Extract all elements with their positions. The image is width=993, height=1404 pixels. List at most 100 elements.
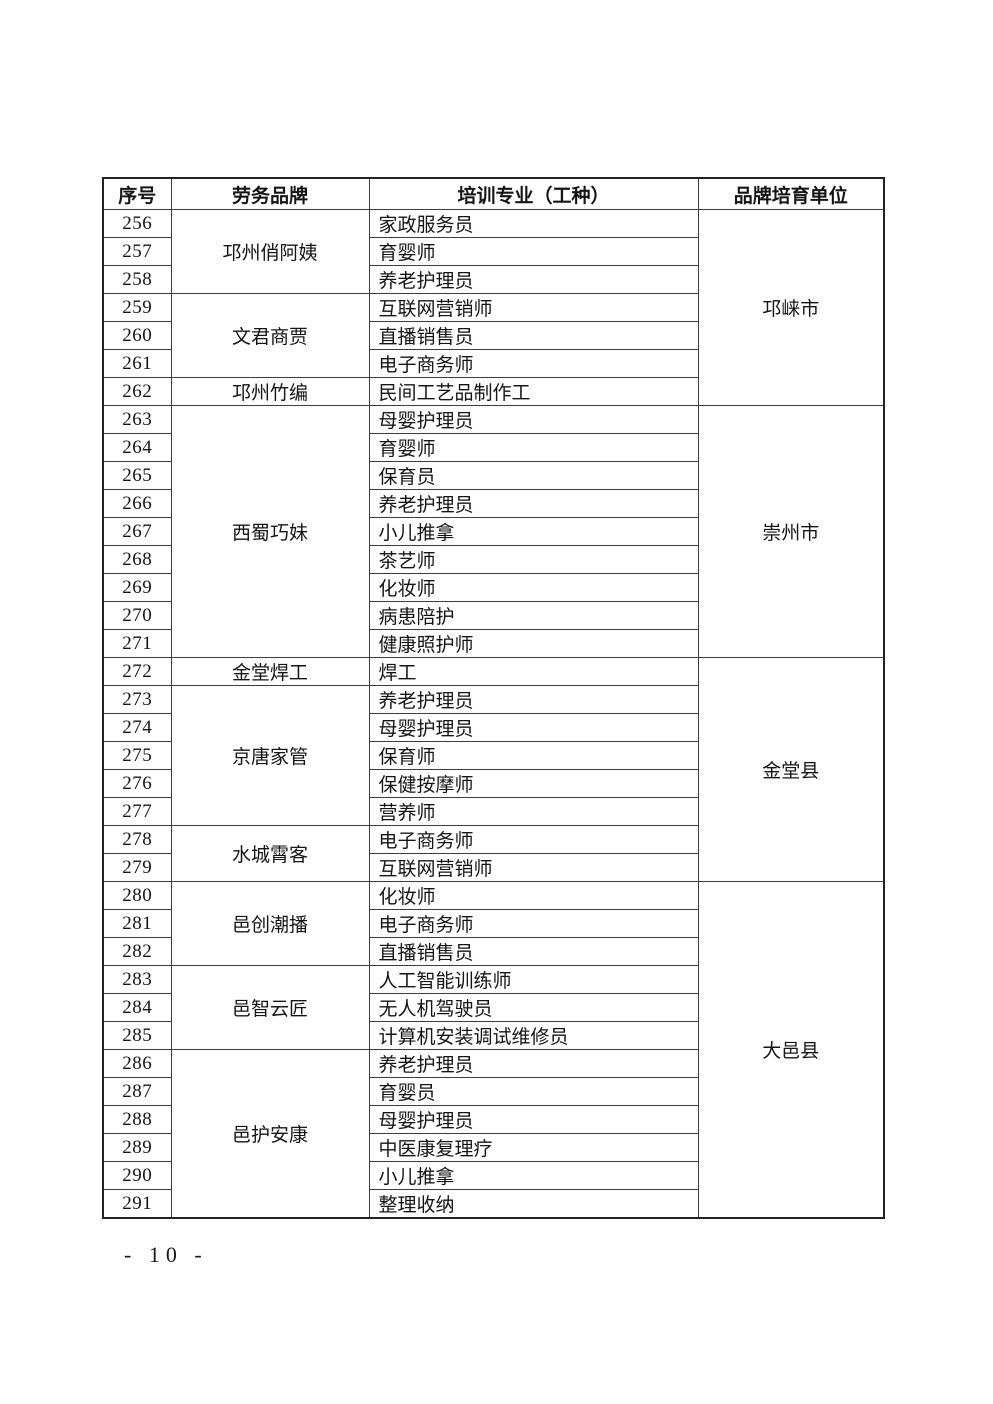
page-number: - 10 - <box>124 1242 208 1267</box>
specialty-cell: 直播销售员 <box>368 321 699 350</box>
specialty-cell: 养老护理员 <box>368 685 699 714</box>
serial-cell: 259 <box>102 293 172 322</box>
unit-cell: 金堂县 <box>697 657 885 882</box>
table-row: 266 养老护理员 <box>102 489 884 518</box>
table-row: 261 电子商务师 <box>102 349 884 378</box>
table-row: 291 整理收纳 <box>102 1189 884 1219</box>
unit-cell: 崇州市 <box>697 405 885 658</box>
specialty-cell: 保育员 <box>368 461 699 490</box>
serial-cell: 269 <box>102 573 172 602</box>
column-header-serial: 序号 <box>102 177 172 210</box>
table-row: 278 水城霄客 电子商务师 <box>102 825 884 882</box>
specialty-cell: 育婴师 <box>368 237 699 266</box>
table-row: 279 互联网营销师 <box>102 853 884 882</box>
brand-cell: 京唐家管 <box>170 685 370 826</box>
unit-cell: 邛崃市 <box>697 209 885 406</box>
serial-cell: 264 <box>102 433 172 462</box>
specialty-cell: 保健按摩师 <box>368 769 699 798</box>
specialty-cell: 健康照护师 <box>368 629 699 658</box>
table-row: 271 健康照护师 <box>102 629 884 658</box>
table-row: 281 电子商务师 <box>102 909 884 938</box>
specialty-cell: 家政服务员 <box>368 209 699 238</box>
specialty-cell: 营养师 <box>368 797 699 826</box>
specialty-cell: 育婴员 <box>368 1077 699 1106</box>
serial-cell: 271 <box>102 629 172 658</box>
table-row: 263 西蜀巧妹 母婴护理员 崇州市 <box>102 405 885 658</box>
serial-cell: 288 <box>102 1105 172 1134</box>
specialty-cell: 无人机驾驶员 <box>368 993 699 1022</box>
table-row: 262 邛州竹编 民间工艺品制作工 <box>102 377 884 406</box>
serial-cell: 266 <box>102 489 172 518</box>
specialty-cell: 小儿推拿 <box>368 1161 699 1190</box>
brand-cell: 邑护安康 <box>170 1049 370 1219</box>
specialty-cell: 养老护理员 <box>368 265 699 294</box>
column-header-specialty: 培训专业（工种） <box>368 177 699 210</box>
serial-cell: 265 <box>102 461 172 490</box>
serial-cell: 285 <box>102 1021 172 1050</box>
table-row: 284 无人机驾驶员 <box>102 993 884 1022</box>
specialty-cell: 互联网营销师 <box>368 853 699 882</box>
column-header-unit: 品牌培育单位 <box>697 177 885 210</box>
serial-cell: 282 <box>102 937 172 966</box>
labor-brands-table: 序号 劳务品牌 培训专业（工种） 品牌培育单位 256 邛州俏阿姨 家政服务员 … <box>102 177 885 1219</box>
specialty-cell: 茶艺师 <box>368 545 699 574</box>
serial-cell: 268 <box>102 545 172 574</box>
specialty-cell: 电子商务师 <box>368 349 699 378</box>
specialty-cell: 化妆师 <box>368 573 699 602</box>
serial-cell: 284 <box>102 993 172 1022</box>
serial-cell: 272 <box>102 657 172 686</box>
serial-cell: 291 <box>102 1189 172 1219</box>
specialty-cell: 养老护理员 <box>368 489 699 518</box>
serial-cell: 278 <box>102 825 172 854</box>
serial-cell: 256 <box>102 209 172 238</box>
table-row: 264 育婴师 <box>102 433 884 462</box>
specialty-cell: 电子商务师 <box>368 909 699 938</box>
specialty-cell: 育婴师 <box>368 433 699 462</box>
header-row: 序号 劳务品牌 培训专业（工种） 品牌培育单位 <box>102 177 885 210</box>
serial-cell: 263 <box>102 405 172 434</box>
table-row: 270 病患陪护 <box>102 601 884 630</box>
table-row: 260 直播销售员 <box>102 321 884 350</box>
specialty-cell: 人工智能训练师 <box>368 965 699 994</box>
column-header-brand: 劳务品牌 <box>170 177 370 210</box>
table-row: 280 邑创潮播 化妆师 大邑县 <box>102 881 885 1219</box>
serial-cell: 280 <box>102 881 172 910</box>
serial-cell: 277 <box>102 797 172 826</box>
serial-cell: 261 <box>102 349 172 378</box>
serial-cell: 275 <box>102 741 172 770</box>
serial-cell: 286 <box>102 1049 172 1078</box>
table-row: 288 母婴护理员 <box>102 1105 884 1134</box>
table-row: 285 计算机安装调试维修员 <box>102 1021 884 1050</box>
serial-cell: 258 <box>102 265 172 294</box>
specialty-cell: 整理收纳 <box>368 1189 699 1219</box>
table-row: 257 育婴师 <box>102 237 884 266</box>
brand-cell: 西蜀巧妹 <box>170 405 370 658</box>
table-row: 256 邛州俏阿姨 家政服务员 邛崃市 <box>102 209 885 406</box>
brand-cell: 邛州竹编 <box>170 377 370 406</box>
serial-cell: 276 <box>102 769 172 798</box>
specialty-cell: 电子商务师 <box>368 825 699 854</box>
specialty-cell: 民间工艺品制作工 <box>368 377 699 406</box>
unit-cell: 大邑县 <box>697 881 885 1219</box>
specialty-cell: 病患陪护 <box>368 601 699 630</box>
table-row: 273 京唐家管 养老护理员 <box>102 685 884 826</box>
specialty-cell: 直播销售员 <box>368 937 699 966</box>
serial-cell: 289 <box>102 1133 172 1162</box>
table-row: 290 小儿推拿 <box>102 1161 884 1190</box>
specialty-cell: 母婴护理员 <box>368 405 699 434</box>
specialty-cell: 小儿推拿 <box>368 517 699 546</box>
serial-cell: 262 <box>102 377 172 406</box>
table-row: 269 化妆师 <box>102 573 884 602</box>
specialty-cell: 养老护理员 <box>368 1049 699 1078</box>
specialty-cell: 保育师 <box>368 741 699 770</box>
brand-cell: 金堂焊工 <box>170 657 370 686</box>
table-row: 259 文君商贾 互联网营销师 <box>102 293 884 378</box>
specialty-cell: 中医康复理疗 <box>368 1133 699 1162</box>
brand-cell: 文君商贾 <box>170 293 370 378</box>
serial-cell: 287 <box>102 1077 172 1106</box>
brand-cell: 邛州俏阿姨 <box>170 209 370 294</box>
table-row: 258 养老护理员 <box>102 265 884 294</box>
serial-cell: 279 <box>102 853 172 882</box>
serial-cell: 257 <box>102 237 172 266</box>
